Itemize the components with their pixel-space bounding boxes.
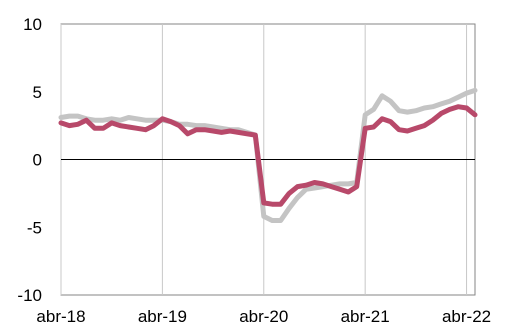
x-tick-label: abr-18 [36, 307, 85, 326]
y-tick-labels: 10 5 0 -5 -10 [17, 15, 42, 305]
x-tick-label: abr-19 [138, 307, 187, 326]
series-line [58, 87, 478, 223]
series-layer [58, 87, 478, 223]
y-tick-label: 10 [23, 15, 42, 34]
y-tick-label: 5 [33, 83, 42, 102]
x-tick-label: abr-21 [341, 307, 390, 326]
y-tick-label: 0 [33, 151, 42, 170]
x-tick-labels: abr-18 abr-19 abr-20 abr-21 abr-22 [36, 307, 491, 326]
y-tick-label: -10 [17, 286, 42, 305]
series-line [58, 104, 478, 207]
x-tick-label: abr-20 [239, 307, 288, 326]
x-tick-label: abr-22 [442, 307, 491, 326]
y-tick-label: -5 [27, 218, 42, 237]
